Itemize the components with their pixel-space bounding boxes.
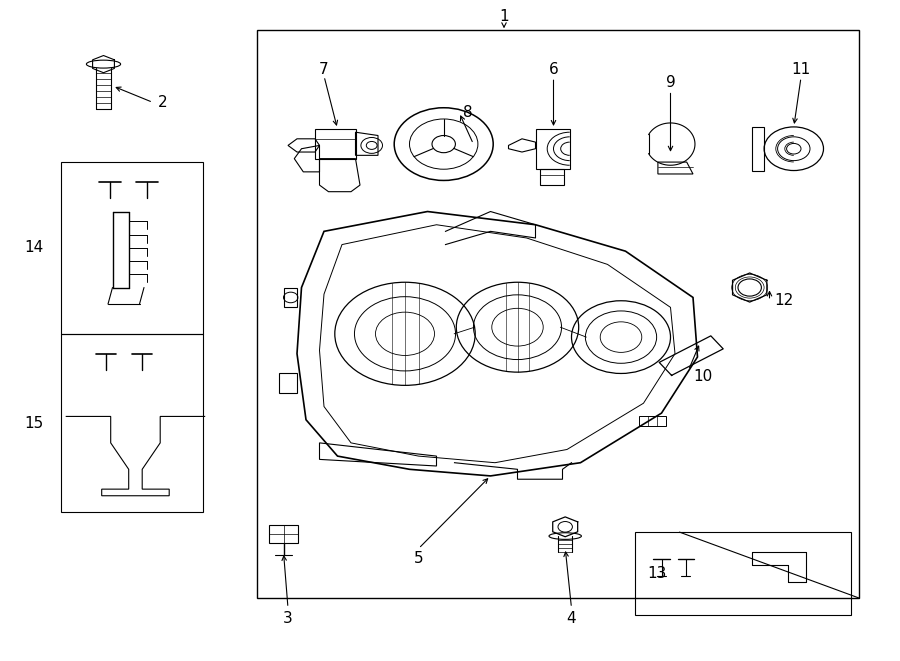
- Bar: [61, 162, 202, 334]
- Text: 10: 10: [693, 369, 712, 384]
- Text: 5: 5: [414, 551, 423, 566]
- Text: 2: 2: [158, 95, 167, 110]
- Bar: [61, 334, 202, 512]
- Text: 11: 11: [791, 62, 811, 77]
- Text: 3: 3: [284, 611, 292, 625]
- Text: 6: 6: [549, 62, 558, 77]
- Text: 1: 1: [500, 9, 508, 24]
- Text: 12: 12: [774, 293, 793, 308]
- Text: 13: 13: [647, 566, 667, 581]
- Text: 4: 4: [567, 611, 576, 625]
- Text: 9: 9: [666, 75, 675, 90]
- Bar: [256, 30, 859, 598]
- Text: 15: 15: [24, 416, 44, 430]
- Text: 8: 8: [464, 105, 473, 120]
- Text: 14: 14: [24, 241, 44, 255]
- Bar: [634, 532, 850, 615]
- Text: 7: 7: [320, 62, 328, 77]
- Bar: [269, 525, 298, 543]
